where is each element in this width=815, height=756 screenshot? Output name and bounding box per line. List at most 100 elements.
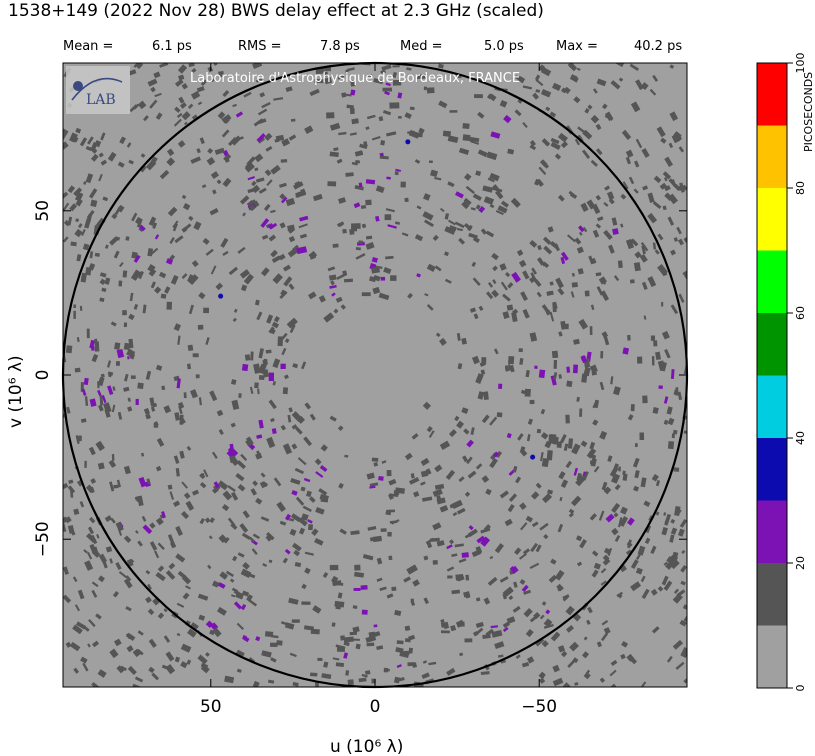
delay-patch	[467, 224, 473, 232]
delay-patch	[635, 79, 644, 90]
delay-patch	[94, 252, 100, 257]
delay-patch	[106, 360, 112, 368]
delay-patch	[149, 541, 158, 551]
delay-patch	[485, 628, 494, 637]
delay-patch	[436, 495, 441, 500]
delay-patch	[560, 256, 566, 265]
delay-patch	[107, 371, 114, 376]
delay-patch	[323, 312, 335, 323]
delay-patch	[667, 216, 675, 226]
delay-patch	[582, 226, 588, 233]
delay-patch	[531, 521, 539, 528]
delay-patch	[385, 511, 392, 516]
delay-patch	[663, 580, 673, 591]
delay-patch	[301, 513, 309, 521]
delay-patch	[360, 205, 367, 209]
colorbar-tick-label: 40	[794, 431, 807, 445]
delay-patch	[147, 248, 154, 257]
delay-patch	[443, 623, 450, 630]
delay-patch	[186, 445, 192, 451]
delay-patch	[386, 176, 391, 180]
delay-patch	[655, 511, 660, 516]
delay-patch	[447, 575, 453, 579]
delay-patch	[584, 290, 590, 297]
delay-patch	[422, 193, 431, 201]
delay-patch	[82, 243, 90, 251]
delay-patch	[555, 277, 564, 289]
delay-patch	[633, 485, 640, 492]
delay-patch	[592, 229, 600, 238]
delay-patch	[434, 464, 443, 473]
delay-patch	[145, 370, 152, 380]
delay-patch	[294, 467, 305, 475]
delay-patch	[486, 291, 494, 300]
delay-patch	[91, 147, 98, 154]
delay-patch	[613, 512, 619, 518]
delay-patch	[100, 159, 107, 166]
delay-patch	[581, 651, 590, 659]
delay-patch	[452, 512, 458, 517]
delay-patch	[256, 311, 263, 321]
delay-patch	[481, 475, 490, 483]
delay-patch	[587, 606, 593, 614]
delay-patch	[118, 571, 128, 579]
delay-patch	[338, 131, 347, 136]
delay-patch	[91, 581, 99, 588]
delay-patch	[456, 332, 461, 341]
delay-patch	[534, 365, 538, 369]
delay-patch	[297, 190, 307, 198]
delay-patch	[270, 209, 276, 214]
delay-patch	[108, 459, 116, 468]
delay-patch	[640, 575, 646, 583]
delay-patch	[475, 170, 481, 176]
delay-patch	[373, 78, 384, 85]
delay-patch	[451, 553, 458, 558]
delay-patch	[127, 406, 133, 412]
delay-patch	[228, 266, 239, 276]
delay-patch	[499, 490, 509, 499]
delay-patch	[227, 485, 236, 492]
delay-patch	[670, 369, 675, 379]
delay-patch	[666, 556, 673, 564]
delay-patch	[123, 386, 130, 392]
delay-patch	[635, 138, 643, 149]
delay-patch	[439, 337, 447, 346]
delay-patch	[91, 681, 100, 687]
delay-patch	[495, 450, 503, 458]
delay-patch	[502, 311, 510, 319]
delay-patch	[416, 273, 421, 278]
delay-patch	[558, 471, 566, 480]
delay-patch	[675, 661, 685, 670]
delay-patch	[392, 71, 398, 79]
delay-patch	[270, 164, 281, 175]
delay-patch	[590, 460, 596, 465]
delay-patch	[235, 111, 244, 118]
delay-patch	[448, 219, 456, 226]
delay-patch	[307, 291, 317, 300]
delay-patch	[426, 263, 436, 273]
delay-patch	[526, 434, 531, 442]
delay-patch	[165, 651, 175, 662]
delay-patch	[176, 378, 181, 389]
delay-patch	[490, 625, 498, 629]
delay-patch	[438, 100, 448, 109]
delay-patch	[514, 109, 522, 117]
delay-patch	[483, 196, 495, 205]
delay-patch	[432, 522, 442, 531]
delay-patch	[605, 513, 615, 523]
delay-patch	[603, 486, 612, 495]
delay-patch	[570, 291, 575, 298]
delay-patch	[474, 94, 483, 99]
delay-patch	[481, 357, 487, 364]
delay-patch	[578, 318, 589, 330]
delay-patch	[358, 182, 363, 188]
delay-patch	[489, 416, 498, 426]
delay-patch	[332, 243, 339, 248]
delay-patch	[284, 374, 289, 380]
delay-patch	[409, 106, 415, 111]
delay-patch	[252, 533, 260, 540]
delay-patch	[635, 567, 643, 575]
delay-patch	[425, 468, 432, 475]
delay-patch	[477, 391, 485, 400]
